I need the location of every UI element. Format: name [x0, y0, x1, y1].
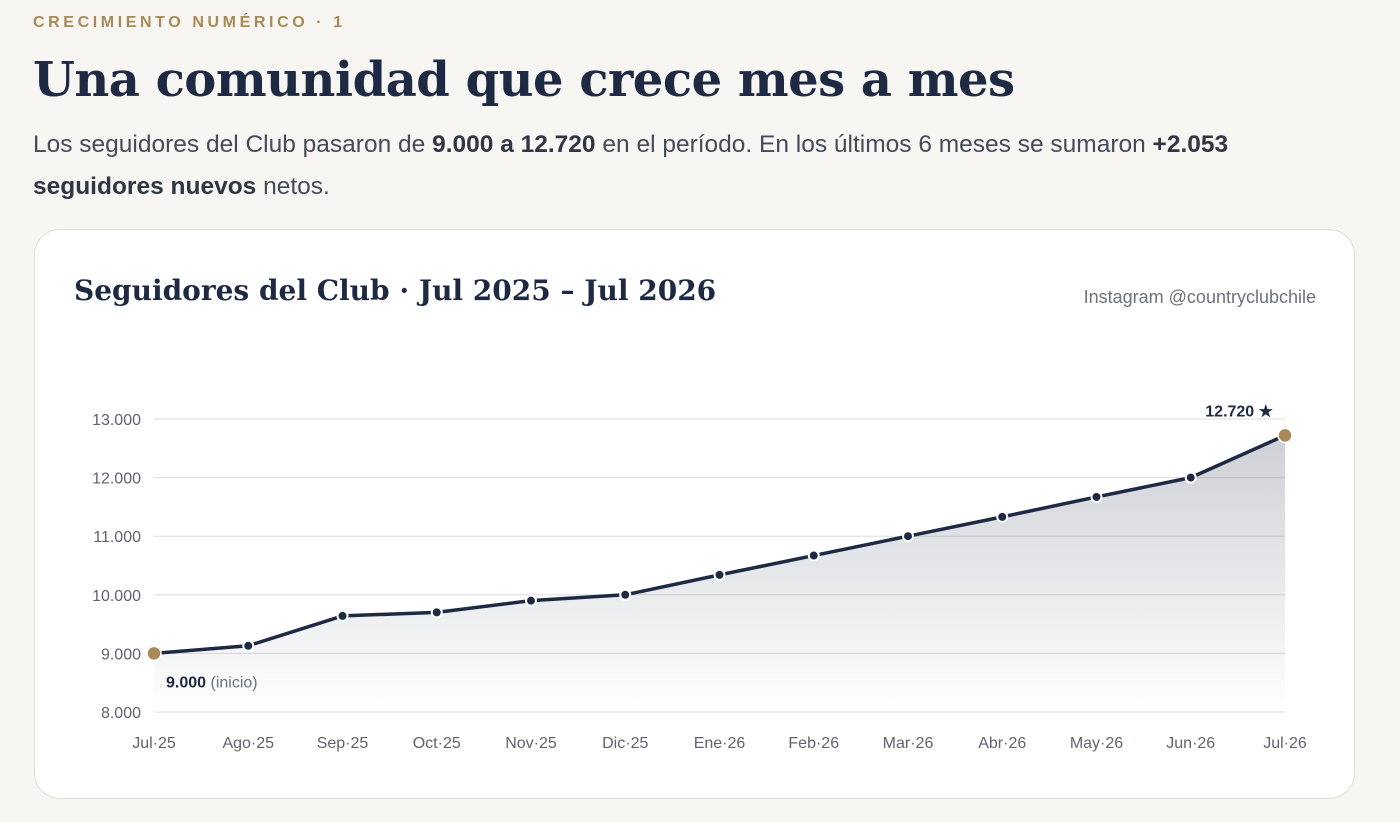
data-point: [336, 609, 349, 622]
lead-text-2: en el período. En los últimos 6 meses se…: [595, 131, 1153, 158]
x-tick-label: Sep·25: [317, 735, 369, 752]
lead-text-1: Los seguidores del Club pasaron de: [33, 131, 433, 158]
data-point: [430, 606, 443, 619]
y-tick-label: 10.000: [92, 588, 141, 605]
x-tick-label: Mar·26: [883, 735, 934, 752]
end-point: [1277, 427, 1293, 444]
x-tick-label: Dic·25: [602, 735, 648, 752]
lead-range: 9.000 a 12.720: [432, 131, 596, 158]
y-tick-label: 9.000: [101, 646, 141, 663]
x-tick-label: Nov·25: [505, 735, 557, 752]
start-annotation: 9.000 (inicio): [166, 674, 258, 691]
y-tick-label: 8.000: [101, 705, 141, 722]
data-point: [713, 568, 726, 581]
x-tick-label: Oct·25: [413, 735, 461, 752]
lead-text-3: netos.: [256, 173, 330, 200]
lead-new-followers: +2.053 seguidores nuevos: [33, 131, 1229, 200]
series-area: [154, 435, 1285, 712]
end-value-label: 12.720 ★: [1205, 403, 1273, 420]
x-tick-label: Ago·25: [222, 735, 274, 752]
lead-paragraph: Los seguidores del Club pasaron de 9.000…: [33, 124, 1323, 208]
y-tick-label: 12.000: [92, 471, 141, 488]
page-title: Una comunidad que crece mes a mes: [33, 52, 1015, 108]
data-point: [1184, 471, 1197, 484]
data-point: [242, 639, 255, 652]
x-tick-label: Abr·26: [978, 735, 1026, 752]
section-eyebrow: CRECIMIENTO NUMÉRICO · 1: [33, 14, 346, 31]
followers-line-chart: 8.000 9.000 10.000 11.000 12.000 13.000 Jul·25…: [92, 403, 1307, 752]
y-tick-label: 13.000: [92, 412, 141, 429]
data-point: [619, 588, 632, 601]
chart-card: 8.000 9.000 10.000 11.000 12.000 13.000 Jul·25…: [34, 229, 1355, 799]
start-point: [146, 645, 162, 662]
start-value-label: 9.000: [166, 674, 206, 691]
start-note-label: (inicio): [206, 674, 258, 691]
x-tick-label: Ene·26: [694, 735, 746, 752]
data-point: [1090, 490, 1103, 503]
data-point: [807, 549, 820, 562]
x-tick-label: Jul·26: [1263, 735, 1307, 752]
data-point: [996, 510, 1009, 523]
x-tick-label: Feb·26: [788, 735, 839, 752]
x-tick-label: May·26: [1070, 735, 1123, 752]
data-point: [902, 530, 914, 543]
x-tick-label: Jun·26: [1166, 735, 1215, 752]
chart-source: Instagram @countryclubchile: [1083, 287, 1316, 307]
x-tick-label: Jul·25: [132, 735, 176, 752]
y-tick-label: 11.000: [93, 529, 141, 546]
chart-title: Seguidores del Club · Jul 2025 – Jul 202…: [74, 274, 717, 307]
data-point: [525, 594, 537, 607]
